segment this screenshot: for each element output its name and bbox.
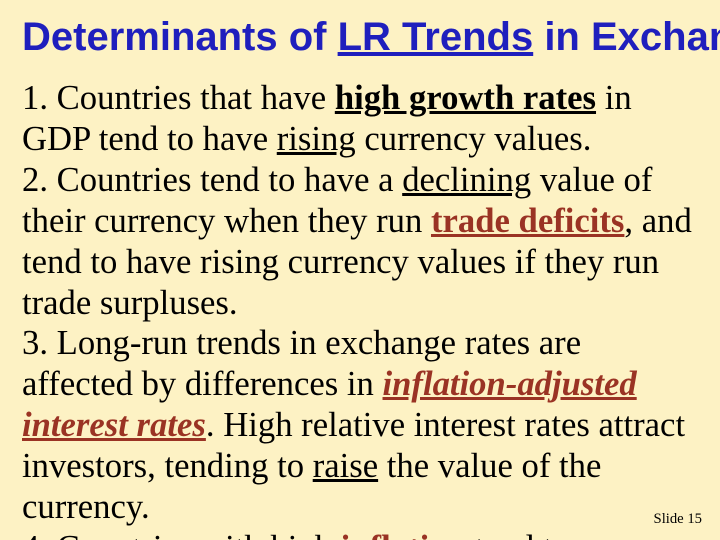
list-item: 4. Countries with high inflation tend to… bbox=[22, 528, 698, 540]
slide-title: Determinants of LR Trends in Exchange Ra… bbox=[22, 14, 698, 60]
list-item: 1. Countries that have high growth rates… bbox=[22, 78, 698, 160]
title-segment: in Exchange Rates bbox=[533, 15, 720, 59]
text-run: declining bbox=[402, 161, 531, 199]
text-run: Countries with high bbox=[48, 529, 341, 540]
text-run: inflation bbox=[341, 529, 466, 540]
text-run: Countries that have bbox=[48, 79, 335, 117]
slide-number: Slide 15 bbox=[654, 511, 702, 528]
text-run: high growth rates bbox=[335, 79, 596, 117]
slide-body: 1. Countries that have high growth rates… bbox=[22, 78, 698, 540]
title-segment: LR Trends bbox=[338, 15, 534, 59]
text-run: tend to bbox=[466, 529, 570, 540]
text-run: trade deficits bbox=[431, 202, 624, 240]
list-number: 3. bbox=[22, 324, 48, 362]
list-number: 2. bbox=[22, 161, 48, 199]
list-number: 4. bbox=[22, 529, 48, 540]
text-run: Countries tend to have a bbox=[48, 161, 402, 199]
title-segment: Determinants of bbox=[22, 15, 338, 59]
text-run: currency values. bbox=[356, 120, 592, 158]
list-number: 1. bbox=[22, 79, 48, 117]
text-run: raise bbox=[313, 447, 378, 485]
slide-container: Determinants of LR Trends in Exchange Ra… bbox=[0, 0, 720, 540]
list-item: 2. Countries tend to have a declining va… bbox=[22, 160, 698, 324]
text-run: rising bbox=[277, 120, 356, 158]
list-item: 3. Long-run trends in exchange rates are… bbox=[22, 323, 698, 528]
